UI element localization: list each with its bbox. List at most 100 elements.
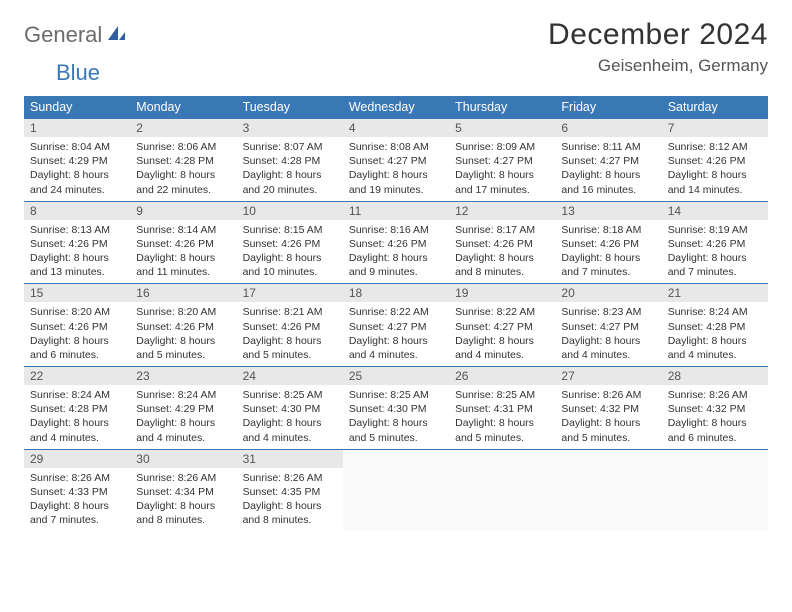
day-number: 15 xyxy=(24,284,130,302)
sunset-value: 4:26 PM xyxy=(175,321,214,333)
sunset-label: Sunset: xyxy=(243,486,282,498)
day-detail: Sunrise: 8:16 AMSunset: 4:26 PMDaylight:… xyxy=(343,220,449,284)
sunrise-value: 8:25 AM xyxy=(284,389,323,401)
day-number: 23 xyxy=(130,367,236,385)
calendar-day-cell xyxy=(662,449,768,531)
day-detail: Sunrise: 8:08 AMSunset: 4:27 PMDaylight:… xyxy=(343,137,449,201)
day-number: 17 xyxy=(237,284,343,302)
day-number: 7 xyxy=(662,119,768,137)
sunrise-label: Sunrise: xyxy=(243,306,284,318)
day-detail: Sunrise: 8:17 AMSunset: 4:26 PMDaylight:… xyxy=(449,220,555,284)
sunrise-value: 8:16 AM xyxy=(390,224,429,236)
sunrise-value: 8:22 AM xyxy=(390,306,429,318)
sunset-value: 4:27 PM xyxy=(600,155,639,167)
sunset-value: 4:26 PM xyxy=(69,321,108,333)
day-number: 5 xyxy=(449,119,555,137)
sunrise-value: 8:26 AM xyxy=(178,472,217,484)
day-number: 14 xyxy=(662,202,768,220)
sunset-label: Sunset: xyxy=(349,238,388,250)
day-detail: Sunrise: 8:14 AMSunset: 4:26 PMDaylight:… xyxy=(130,220,236,284)
sunset-value: 4:31 PM xyxy=(494,403,533,415)
calendar-week-row: 15Sunrise: 8:20 AMSunset: 4:26 PMDayligh… xyxy=(24,284,768,367)
sunrise-label: Sunrise: xyxy=(668,389,709,401)
day-number: 12 xyxy=(449,202,555,220)
daylight-label: Daylight: xyxy=(30,500,74,512)
sunset-value: 4:28 PM xyxy=(175,155,214,167)
sunrise-value: 8:23 AM xyxy=(603,306,642,318)
sunrise-value: 8:07 AM xyxy=(284,141,323,153)
day-number: 20 xyxy=(555,284,661,302)
sunrise-value: 8:22 AM xyxy=(497,306,536,318)
day-detail: Sunrise: 8:09 AMSunset: 4:27 PMDaylight:… xyxy=(449,137,555,201)
sunset-value: 4:27 PM xyxy=(387,321,426,333)
day-number: 26 xyxy=(449,367,555,385)
sunrise-value: 8:26 AM xyxy=(603,389,642,401)
sunrise-label: Sunrise: xyxy=(136,389,177,401)
daylight-label: Daylight: xyxy=(136,417,180,429)
col-monday: Monday xyxy=(130,96,236,119)
day-number: 2 xyxy=(130,119,236,137)
sunrise-label: Sunrise: xyxy=(455,224,496,236)
daylight-label: Daylight: xyxy=(561,335,605,347)
daylight-label: Daylight: xyxy=(30,252,74,264)
sunset-value: 4:28 PM xyxy=(69,403,108,415)
daylight-label: Daylight: xyxy=(349,252,393,264)
sunrise-label: Sunrise: xyxy=(243,389,284,401)
sunrise-value: 8:09 AM xyxy=(497,141,536,153)
sunset-value: 4:30 PM xyxy=(387,403,426,415)
sunset-label: Sunset: xyxy=(136,238,175,250)
sunset-value: 4:32 PM xyxy=(706,403,745,415)
sunrise-label: Sunrise: xyxy=(349,141,390,153)
daylight-label: Daylight: xyxy=(243,500,287,512)
calendar-day-cell: 19Sunrise: 8:22 AMSunset: 4:27 PMDayligh… xyxy=(449,284,555,367)
sunset-label: Sunset: xyxy=(30,155,69,167)
sunset-label: Sunset: xyxy=(455,321,494,333)
day-detail: Sunrise: 8:12 AMSunset: 4:26 PMDaylight:… xyxy=(662,137,768,201)
sunset-value: 4:32 PM xyxy=(600,403,639,415)
daylight-label: Daylight: xyxy=(136,252,180,264)
calendar-day-cell: 14Sunrise: 8:19 AMSunset: 4:26 PMDayligh… xyxy=(662,201,768,284)
day-number: 16 xyxy=(130,284,236,302)
day-number: 29 xyxy=(24,450,130,468)
sunset-value: 4:27 PM xyxy=(600,321,639,333)
calendar-day-cell: 18Sunrise: 8:22 AMSunset: 4:27 PMDayligh… xyxy=(343,284,449,367)
sunrise-label: Sunrise: xyxy=(668,224,709,236)
daylight-label: Daylight: xyxy=(136,500,180,512)
calendar-day-cell: 15Sunrise: 8:20 AMSunset: 4:26 PMDayligh… xyxy=(24,284,130,367)
day-detail: Sunrise: 8:26 AMSunset: 4:32 PMDaylight:… xyxy=(662,385,768,449)
sunset-value: 4:26 PM xyxy=(175,238,214,250)
sunrise-value: 8:26 AM xyxy=(284,472,323,484)
col-thursday: Thursday xyxy=(449,96,555,119)
day-number: 19 xyxy=(449,284,555,302)
day-detail: Sunrise: 8:26 AMSunset: 4:34 PMDaylight:… xyxy=(130,468,236,532)
day-detail: Sunrise: 8:07 AMSunset: 4:28 PMDaylight:… xyxy=(237,137,343,201)
sunset-label: Sunset: xyxy=(243,403,282,415)
calendar-day-cell: 17Sunrise: 8:21 AMSunset: 4:26 PMDayligh… xyxy=(237,284,343,367)
sunset-label: Sunset: xyxy=(455,403,494,415)
daylight-label: Daylight: xyxy=(455,252,499,264)
calendar-day-cell: 9Sunrise: 8:14 AMSunset: 4:26 PMDaylight… xyxy=(130,201,236,284)
calendar-week-row: 8Sunrise: 8:13 AMSunset: 4:26 PMDaylight… xyxy=(24,201,768,284)
daylight-label: Daylight: xyxy=(561,169,605,181)
sunrise-label: Sunrise: xyxy=(561,224,602,236)
sunset-value: 4:26 PM xyxy=(706,238,745,250)
sunrise-label: Sunrise: xyxy=(30,472,71,484)
day-detail: Sunrise: 8:20 AMSunset: 4:26 PMDaylight:… xyxy=(24,302,130,366)
calendar-table: Sunday Monday Tuesday Wednesday Thursday… xyxy=(24,96,768,531)
sunrise-value: 8:06 AM xyxy=(178,141,217,153)
calendar-day-cell: 13Sunrise: 8:18 AMSunset: 4:26 PMDayligh… xyxy=(555,201,661,284)
sunrise-value: 8:13 AM xyxy=(71,224,110,236)
sunset-label: Sunset: xyxy=(349,155,388,167)
calendar-day-cell: 25Sunrise: 8:25 AMSunset: 4:30 PMDayligh… xyxy=(343,367,449,450)
day-detail: Sunrise: 8:06 AMSunset: 4:28 PMDaylight:… xyxy=(130,137,236,201)
sunrise-label: Sunrise: xyxy=(30,224,71,236)
sunset-label: Sunset: xyxy=(243,238,282,250)
sunset-label: Sunset: xyxy=(136,403,175,415)
day-number: 28 xyxy=(662,367,768,385)
day-detail: Sunrise: 8:25 AMSunset: 4:31 PMDaylight:… xyxy=(449,385,555,449)
sunrise-value: 8:18 AM xyxy=(603,224,642,236)
calendar-day-cell: 1Sunrise: 8:04 AMSunset: 4:29 PMDaylight… xyxy=(24,119,130,202)
sunrise-value: 8:11 AM xyxy=(603,141,641,153)
daylight-label: Daylight: xyxy=(136,169,180,181)
day-number: 30 xyxy=(130,450,236,468)
